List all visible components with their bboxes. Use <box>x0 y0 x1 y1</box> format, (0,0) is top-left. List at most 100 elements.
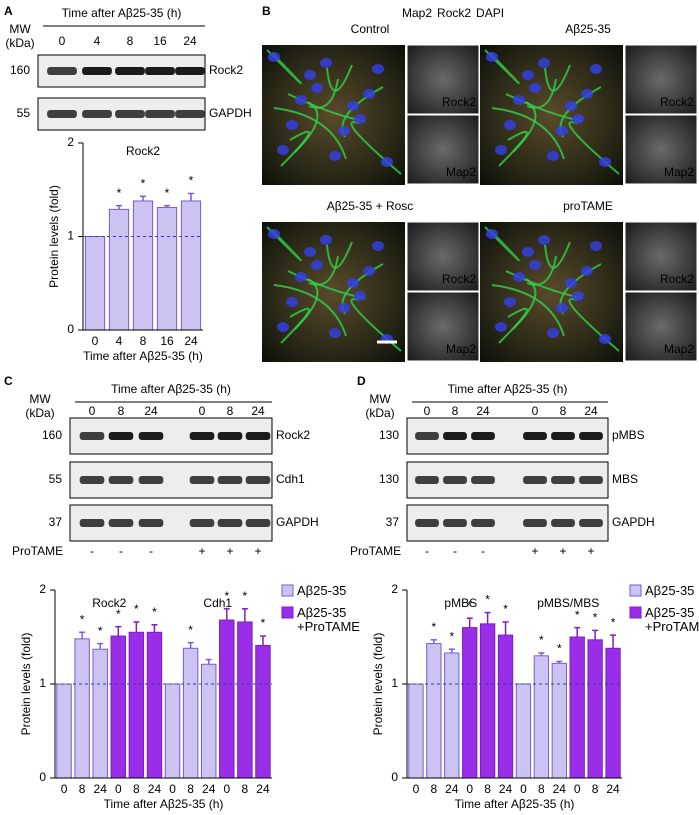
blot-band <box>189 476 215 484</box>
bar <box>587 639 603 779</box>
bar <box>128 631 145 779</box>
blot-band <box>145 67 175 75</box>
significance-mark: * <box>189 174 194 188</box>
treatment-mark: - <box>425 544 429 558</box>
neurite <box>294 278 319 330</box>
x-tick-label: 0 <box>115 782 122 796</box>
significance-mark: * <box>188 623 193 637</box>
blot-band <box>115 67 145 75</box>
inset-image <box>624 221 698 292</box>
x-tick-label: 8 <box>592 782 599 796</box>
inset-label: Map2 <box>664 342 694 356</box>
bar <box>92 648 108 779</box>
nucleus <box>581 266 593 276</box>
significance-mark: * <box>117 186 122 200</box>
y-tick-label: 0 <box>391 770 398 784</box>
inset-label: Map2 <box>446 342 476 356</box>
significance-mark: * <box>152 605 157 619</box>
bar <box>605 647 621 779</box>
significance-mark: * <box>141 176 146 190</box>
blot-band <box>415 519 439 527</box>
neurite <box>512 278 537 330</box>
blot-band <box>471 432 495 440</box>
stain-legend: Map2 <box>402 6 432 20</box>
inset-label: Rock2 <box>660 95 694 109</box>
bar <box>74 638 90 779</box>
inset-label: Rock2 <box>442 95 476 109</box>
x-tick-label: 4 <box>116 334 123 348</box>
nucleus <box>556 303 568 313</box>
bar <box>156 207 178 331</box>
significance-mark: * <box>485 593 490 607</box>
treatment-mark: + <box>198 544 205 558</box>
x-tick-label: 0 <box>61 782 68 796</box>
bar <box>132 200 154 331</box>
stain-legend: DAPI <box>476 6 504 20</box>
blot-band <box>79 432 105 440</box>
x-tick-label: 24 <box>202 782 216 796</box>
nucleus <box>599 157 611 167</box>
y-tick-label: 2 <box>67 135 74 149</box>
x-tick-label: 24 <box>184 334 198 348</box>
lane-label: 8 <box>127 34 134 48</box>
treatment-mark: - <box>481 544 485 558</box>
legend-swatch <box>281 606 294 619</box>
blot-band <box>523 519 547 527</box>
mw-marker: 37 <box>49 515 63 529</box>
legend-swatch <box>281 584 294 597</box>
nucleus <box>277 145 289 155</box>
x-tick-label: 0 <box>466 782 473 796</box>
neurite <box>491 284 565 337</box>
nucleus <box>529 83 541 93</box>
nucleus <box>338 126 350 136</box>
blot-band <box>175 110 205 118</box>
y-tick-label: 0 <box>67 322 74 336</box>
neurite <box>294 101 319 153</box>
blot-band <box>245 476 271 484</box>
neurite <box>526 255 557 286</box>
nucleus <box>590 241 602 251</box>
nucleus <box>320 58 332 68</box>
significance-mark: * <box>243 589 248 603</box>
lane-label: 0 <box>424 404 431 418</box>
nucleus <box>372 241 384 251</box>
group-title: Cdh1 <box>203 596 232 610</box>
neurite <box>526 78 557 109</box>
neurite <box>266 49 302 85</box>
nucleus <box>295 272 307 282</box>
treatment-mark: + <box>587 544 594 558</box>
blot-band <box>189 432 215 440</box>
chart-title: Rock2 <box>126 144 160 158</box>
significance-mark: * <box>165 186 170 200</box>
bar <box>408 683 424 779</box>
blot-band <box>551 476 575 484</box>
mw-header: (kDa) <box>25 406 54 420</box>
nucleus <box>529 260 541 270</box>
significance-mark: * <box>449 629 454 643</box>
blot-band <box>471 519 495 527</box>
blot-band <box>175 67 205 75</box>
treatment-mark: + <box>226 544 233 558</box>
nucleus <box>311 260 323 270</box>
lane-label: 24 <box>476 404 490 418</box>
significance-mark: * <box>98 624 103 638</box>
nucleus <box>329 328 341 338</box>
lane-label: 24 <box>584 404 598 418</box>
inset-image <box>406 291 480 362</box>
inset-label: Map2 <box>446 165 476 179</box>
bar <box>426 643 442 779</box>
nucleus <box>363 89 375 99</box>
blot-band <box>443 476 467 484</box>
mw-header: MW <box>9 22 31 36</box>
blot-band <box>245 519 271 527</box>
x-tick-label: 0 <box>574 782 581 796</box>
nucleus <box>565 101 577 111</box>
mw-header: (kDa) <box>365 406 394 420</box>
protein-label: Cdh1 <box>276 472 305 486</box>
blot-band <box>79 476 105 484</box>
blot-band <box>245 432 271 440</box>
legend-swatch <box>629 606 642 619</box>
significance-mark: * <box>80 612 85 626</box>
inset-label: Rock2 <box>442 272 476 286</box>
y-axis-label: Protein levels (fold) <box>19 633 33 736</box>
